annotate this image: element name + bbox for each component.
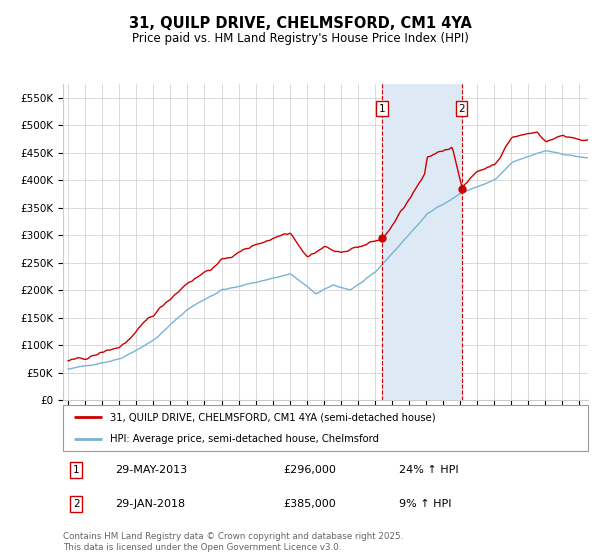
Text: 1: 1 [379, 104, 385, 114]
Text: £385,000: £385,000 [284, 499, 336, 509]
Text: 29-MAY-2013: 29-MAY-2013 [115, 465, 188, 475]
Text: 29-JAN-2018: 29-JAN-2018 [115, 499, 185, 509]
Text: 31, QUILP DRIVE, CHELMSFORD, CM1 4YA: 31, QUILP DRIVE, CHELMSFORD, CM1 4YA [128, 16, 472, 31]
Text: 9% ↑ HPI: 9% ↑ HPI [399, 499, 452, 509]
Text: 1: 1 [73, 465, 79, 475]
FancyBboxPatch shape [63, 405, 588, 451]
Text: 2: 2 [73, 499, 79, 509]
Text: 24% ↑ HPI: 24% ↑ HPI [399, 465, 458, 475]
Text: 2: 2 [458, 104, 465, 114]
Text: Price paid vs. HM Land Registry's House Price Index (HPI): Price paid vs. HM Land Registry's House … [131, 32, 469, 45]
Point [457, 184, 466, 193]
Point [377, 233, 387, 242]
Bar [382, 84, 461, 400]
Text: HPI: Average price, semi-detached house, Chelmsford: HPI: Average price, semi-detached house,… [110, 435, 379, 444]
Text: Contains HM Land Registry data © Crown copyright and database right 2025.
This d: Contains HM Land Registry data © Crown c… [63, 532, 403, 552]
Text: 31, QUILP DRIVE, CHELMSFORD, CM1 4YA (semi-detached house): 31, QUILP DRIVE, CHELMSFORD, CM1 4YA (se… [110, 412, 436, 422]
Text: £296,000: £296,000 [284, 465, 337, 475]
